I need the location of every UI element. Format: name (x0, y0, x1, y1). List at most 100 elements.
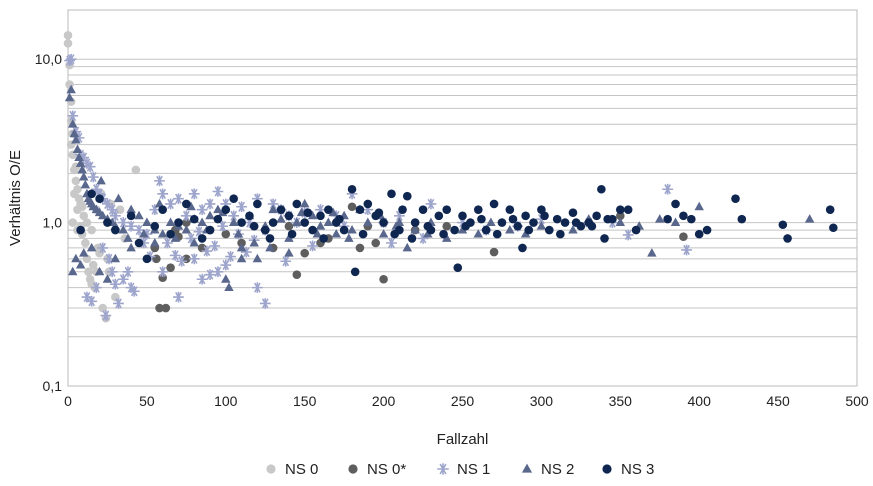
data-point (315, 204, 326, 216)
data-point (128, 285, 140, 297)
data-point (205, 225, 215, 235)
data-point (228, 210, 240, 222)
data-point (450, 225, 459, 235)
data-point (804, 214, 815, 223)
data-point (73, 132, 85, 144)
data-point (536, 213, 547, 225)
data-point (65, 53, 77, 65)
data-point (221, 229, 231, 239)
data-point (339, 225, 349, 235)
data-point (155, 303, 164, 313)
data-point (362, 204, 374, 216)
data-point (540, 211, 549, 221)
legend-label: NS 3 (621, 461, 654, 478)
data-point (154, 175, 165, 187)
data-point (245, 211, 254, 221)
data-point (142, 217, 152, 227)
data-point (79, 248, 89, 257)
data-point (513, 221, 523, 231)
data-point (292, 199, 302, 209)
data-point (71, 176, 81, 186)
data-point (66, 84, 76, 94)
data-point (267, 198, 279, 210)
data-point (303, 208, 313, 217)
data-point (212, 266, 224, 278)
data-point (308, 225, 317, 235)
data-point (324, 205, 333, 214)
data-point (687, 214, 696, 224)
data-point (78, 152, 90, 163)
x-tick-label: 50 (139, 393, 155, 409)
data-point (82, 254, 92, 264)
data-point (299, 198, 310, 208)
data-point (113, 298, 124, 309)
data-point (213, 214, 223, 224)
data-point (79, 211, 89, 221)
legend-marker (437, 463, 449, 475)
data-point (117, 273, 129, 285)
data-point (423, 221, 433, 231)
data-point (300, 248, 310, 258)
data-point (106, 266, 118, 278)
data-point (276, 205, 286, 214)
data-point (188, 253, 200, 265)
data-point (240, 246, 252, 258)
data-point (204, 269, 216, 281)
data-point (453, 263, 463, 272)
data-point (113, 193, 124, 203)
data-point (76, 225, 85, 235)
data-point (439, 229, 448, 239)
data-point (603, 214, 612, 224)
data-point (587, 221, 597, 231)
data-point (461, 221, 470, 231)
data-point (458, 211, 467, 221)
data-point (284, 248, 294, 257)
data-point (71, 134, 81, 144)
data-point (473, 205, 483, 214)
data-point (390, 229, 399, 239)
data-point (138, 237, 150, 249)
data-point (292, 270, 302, 279)
data-point (423, 229, 433, 238)
data-point (228, 217, 239, 227)
legend-label: NS 1 (457, 461, 490, 478)
data-point (126, 204, 136, 214)
data-point (265, 234, 275, 243)
data-point (358, 229, 368, 239)
data-point (662, 183, 674, 195)
data-point (600, 234, 609, 243)
data-point (783, 234, 792, 243)
x-tick-label: 250 (451, 393, 475, 409)
data-point (196, 273, 208, 285)
data-point (276, 214, 286, 223)
data-point (681, 244, 692, 256)
data-point (520, 229, 531, 238)
data-point (670, 217, 681, 227)
data-point (486, 217, 496, 227)
data-point (387, 189, 396, 199)
data-point (150, 221, 160, 231)
series-ns-3 (76, 184, 838, 277)
data-point (497, 218, 507, 227)
data-point (616, 205, 625, 214)
data-point (319, 234, 328, 243)
data-point (87, 279, 96, 289)
data-point (386, 237, 397, 249)
data-point (109, 210, 121, 222)
data-point (560, 218, 570, 227)
data-point (287, 229, 297, 239)
data-point (225, 251, 236, 262)
data-point (284, 233, 294, 242)
data-point (82, 218, 92, 227)
data-point (284, 221, 294, 231)
data-point (165, 198, 176, 210)
x-tick-label: 450 (766, 393, 790, 409)
data-point (221, 205, 231, 214)
data-point (157, 188, 169, 200)
data-point (109, 278, 121, 290)
data-point (131, 165, 141, 175)
data-point (158, 205, 167, 214)
data-point (363, 217, 373, 227)
data-point (141, 228, 153, 240)
x-tick-label: 0 (64, 393, 72, 409)
